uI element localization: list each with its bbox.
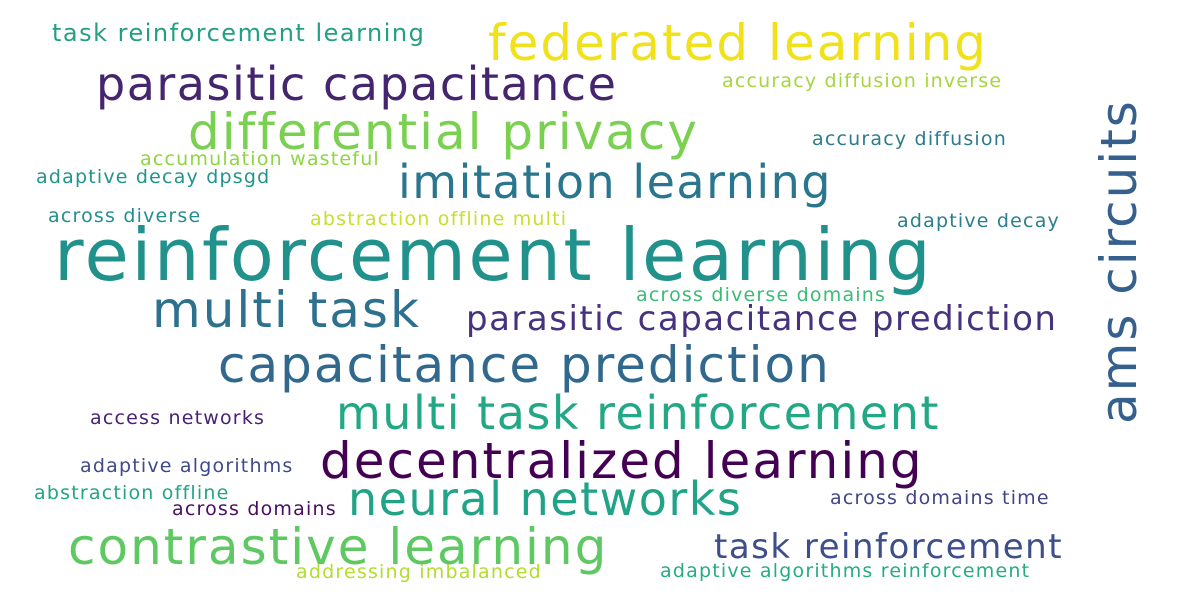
word-adaptive-decay-dpsgd: adaptive decay dpsgd (36, 166, 271, 188)
word-across-diverse-domains: across diverse domains (636, 284, 887, 306)
word-access-networks: access networks (90, 407, 266, 429)
word-reinforcement-learning: reinforcement learning (54, 213, 934, 297)
word-accuracy-diffusion-inverse: accuracy diffusion inverse (722, 70, 1003, 92)
word-neural-networks: neural networks (348, 472, 743, 526)
word-task-reinforcement: task reinforcement (714, 527, 1064, 567)
word-across-domains: across domains (172, 498, 337, 520)
word-accumulation-wasteful: accumulation wasteful (140, 148, 380, 170)
word-multi-task: multi task (152, 281, 421, 339)
word-ams-circuits: ams circuits (1090, 99, 1148, 424)
word-decentralized-learning: decentralized learning (320, 432, 924, 490)
word-capacitance-prediction: capacitance prediction (218, 336, 831, 394)
word-multi-task-reinforcement: multi task reinforcement (336, 386, 940, 440)
word-adaptive-decay: adaptive decay (897, 210, 1060, 232)
word-contrastive-learning: contrastive learning (68, 518, 609, 576)
word-imitation-learning: imitation learning (398, 155, 832, 209)
word-addressing-imbalanced: addressing imbalanced (296, 561, 542, 583)
word-federated-learning: federated learning (488, 14, 989, 72)
word-abstraction-offline-multi: abstraction offline multi (310, 208, 568, 230)
word-parasitic-capacitance-prediction: parasitic capacitance prediction (466, 299, 1058, 339)
word-across-diverse: across diverse (48, 205, 202, 227)
word-parasitic-capacitance: parasitic capacitance (96, 57, 618, 111)
word-task-reinforcement-learning: task reinforcement learning (52, 19, 426, 47)
word-abstraction-offline: abstraction offline (34, 482, 230, 504)
word-accuracy-diffusion: accuracy diffusion (812, 128, 1007, 150)
word-adaptive-algorithms: adaptive algorithms (80, 455, 294, 477)
word-differential-privacy: differential privacy (188, 103, 699, 161)
word-across-domains-time: across domains time (830, 487, 1050, 509)
word-adaptive-algorithms-reinforcement: adaptive algorithms reinforcement (660, 560, 1031, 582)
